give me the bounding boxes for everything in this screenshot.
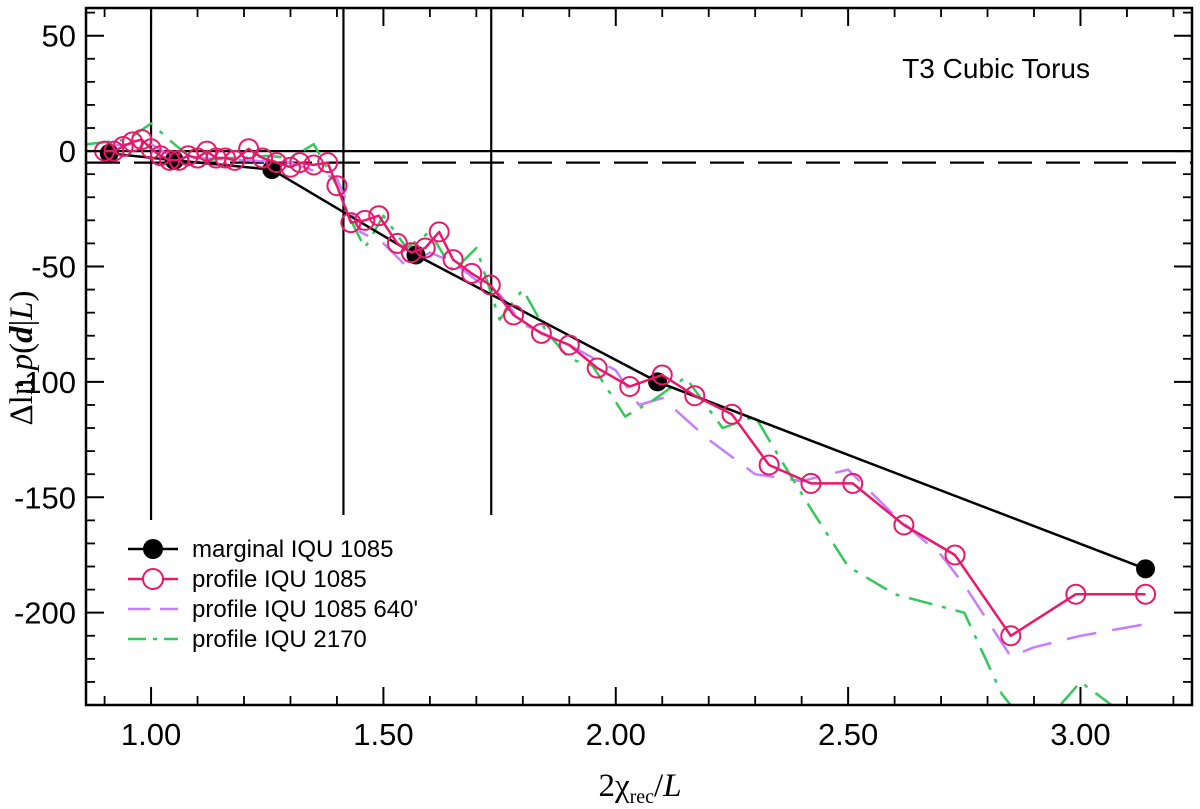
point-profile-42 (800, 472, 822, 494)
point-profile-29 (428, 221, 450, 243)
legend-label-2: profile IQU 1085 640' (192, 596, 418, 623)
point-profile-32 (479, 274, 501, 296)
legend: marginal IQU 1085 profile IQU 1085 profile… (128, 536, 418, 653)
point-profile-19 (289, 152, 311, 174)
x-tick-label-4: 3.00 (1050, 717, 1110, 752)
point-profile-30 (442, 249, 464, 271)
axes: 1.00 1.50 2.00 2.50 3.00 50 0 -50 -100 -150 -200 (14, 6, 1194, 752)
legend-marker-1 (142, 568, 164, 590)
y-tick-label-5: -200 (14, 596, 76, 631)
point-profile-24 (354, 209, 376, 231)
point-profile-33 (503, 304, 525, 326)
point-marginal-5 (1136, 559, 1156, 579)
legend-label-0: marginal IQU 1085 (192, 536, 393, 563)
y-tick-label-4: -150 (14, 480, 76, 515)
point-profile-28 (414, 237, 436, 259)
point-profile-20 (303, 154, 325, 176)
point-profile-45 (944, 544, 966, 566)
chart-annotation: T3 Cubic Torus (902, 53, 1090, 84)
point-profile-27 (400, 242, 422, 264)
legend-label-3: profile IQU 2170 (192, 626, 367, 653)
x-axis-label: 2χrec/L (598, 768, 681, 808)
x-tick-label-3: 2.50 (818, 717, 878, 752)
point-profile-44 (893, 514, 915, 536)
y-tick-label-0: 50 (42, 19, 76, 54)
point-profile-41 (758, 454, 780, 476)
series-line-0 (109, 152, 1146, 570)
point-profile-16 (252, 147, 274, 169)
series-layer (86, 122, 1157, 705)
point-profile-35 (558, 334, 580, 356)
point-profile-43 (842, 472, 864, 494)
point-profile-38 (651, 364, 673, 386)
reference-lines (86, 8, 1192, 520)
point-profile-17 (266, 152, 288, 174)
x-tick-label-1: 1.50 (353, 717, 413, 752)
point-profile-36 (586, 357, 608, 379)
y-tick-label-2: -50 (31, 249, 76, 284)
point-profile-31 (461, 262, 483, 284)
point-profile-47 (1065, 583, 1087, 605)
point-profile-34 (530, 322, 552, 344)
legend-label-1: profile IQU 1085 (192, 566, 367, 593)
legend-marker-0 (143, 539, 163, 559)
y-tick-label-1: 0 (59, 134, 76, 169)
point-profile-3 (121, 131, 143, 153)
point-profile-37 (619, 376, 641, 398)
point-profile-39 (684, 385, 706, 407)
point-profile-46 (1000, 625, 1022, 647)
point-profile-21 (317, 152, 339, 174)
plot-frame (84, 6, 1194, 707)
point-profile-13 (214, 147, 236, 169)
point-profile-48 (1135, 583, 1157, 605)
x-tick-label-2: 2.00 (586, 717, 646, 752)
point-profile-23 (340, 212, 362, 234)
point-profile-14 (224, 149, 246, 171)
point-profile-40 (721, 403, 743, 425)
point-profile-25 (368, 205, 390, 227)
y-tick-label-3: -100 (14, 365, 76, 400)
x-tick-label-0: 1.00 (121, 717, 181, 752)
point-profile-22 (326, 175, 348, 197)
y-axis-label: Δln p(d|L) (4, 290, 40, 425)
